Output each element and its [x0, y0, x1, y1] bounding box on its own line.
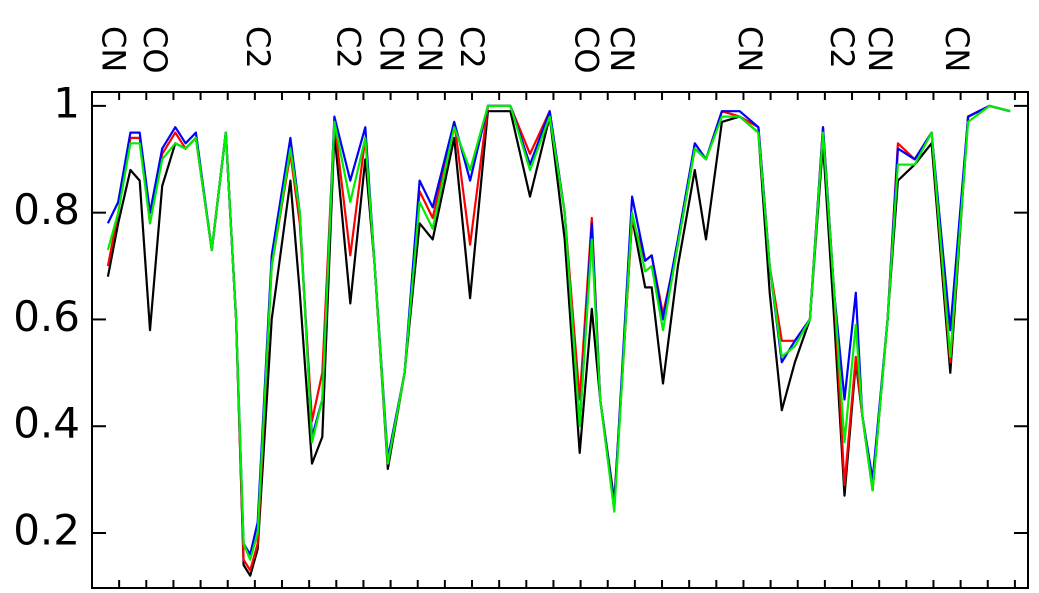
annotation: CN	[938, 26, 976, 72]
annotation: CN	[95, 26, 133, 72]
y-tick-label: 0.8	[13, 185, 80, 234]
y-tick-label: 0.2	[13, 506, 80, 555]
annotation: CO	[136, 26, 174, 74]
annotation: CN	[373, 26, 411, 72]
annotation: CO	[567, 26, 605, 74]
annotation: CN	[603, 26, 641, 72]
annotation: CN	[411, 26, 449, 72]
annotation: C2	[453, 26, 491, 69]
plot-frame	[91, 91, 1029, 589]
annotation: C2	[239, 26, 277, 69]
annotation: C2	[823, 26, 861, 69]
y-tick-label: 1	[53, 78, 80, 127]
series-line	[106, 104, 1011, 561]
annotation: C2	[330, 26, 368, 69]
y-tick-label: 0.6	[13, 292, 80, 341]
annotation: CN	[731, 26, 769, 72]
y-tick-label: 0.4	[13, 399, 80, 448]
annotation: CN	[861, 26, 899, 72]
